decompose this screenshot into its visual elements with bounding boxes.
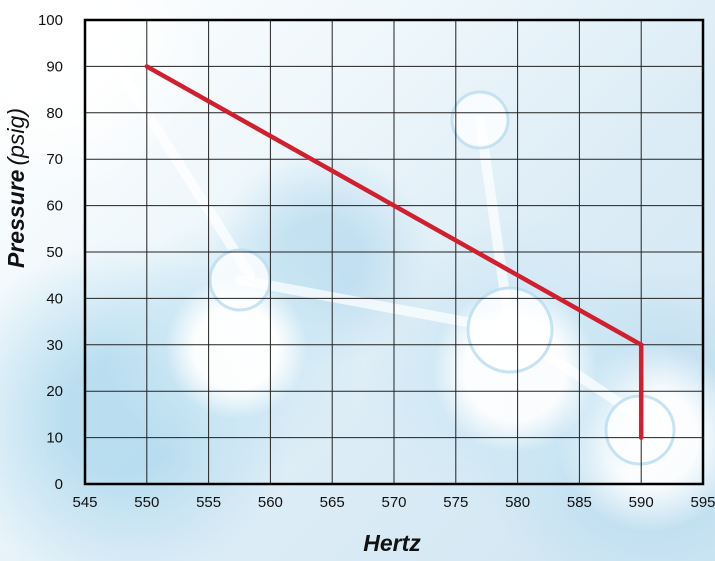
x-tick-label: 555 <box>196 494 221 511</box>
x-tick-label: 560 <box>258 494 283 511</box>
data-series-group <box>144 64 644 440</box>
y-tick-label: 70 <box>46 151 63 168</box>
y-tick-label: 60 <box>46 198 63 215</box>
x-tick-label: 580 <box>505 494 530 511</box>
y-tick-label: 90 <box>46 58 63 75</box>
background-link <box>235 275 515 335</box>
tick-labels: 545 550 555 560 565 570 575 580 585 590 595 0 10 20 30… <box>38 12 715 511</box>
plot-frame <box>83 18 705 486</box>
y-tick-label: 10 <box>46 430 63 447</box>
background-node <box>208 248 272 312</box>
x-tick-label: 595 <box>690 494 715 511</box>
x-tick-label: 570 <box>381 494 406 511</box>
x-tick-label: 575 <box>443 494 468 511</box>
background-link <box>78 8 255 280</box>
x-tick-label: 565 <box>320 494 345 511</box>
y-tick-label: 20 <box>46 383 63 400</box>
background-node <box>450 90 510 150</box>
x-tick-label: 550 <box>134 494 159 511</box>
x-tick-label: 590 <box>629 494 654 511</box>
background-node <box>466 286 554 374</box>
y-tick-label: 30 <box>46 337 63 354</box>
y-tick-label: 50 <box>46 244 63 261</box>
y-tick-label: 80 <box>46 105 63 122</box>
x-tick-label: 545 <box>72 494 97 511</box>
y-tick-label: 40 <box>46 290 63 307</box>
y-tick-label: 0 <box>55 476 63 493</box>
x-tick-label: 585 <box>567 494 592 511</box>
y-tick-label: 100 <box>38 12 63 29</box>
y-axis-title: Pressure(psig) <box>3 108 29 268</box>
x-axis-title: Hertz <box>363 530 421 556</box>
